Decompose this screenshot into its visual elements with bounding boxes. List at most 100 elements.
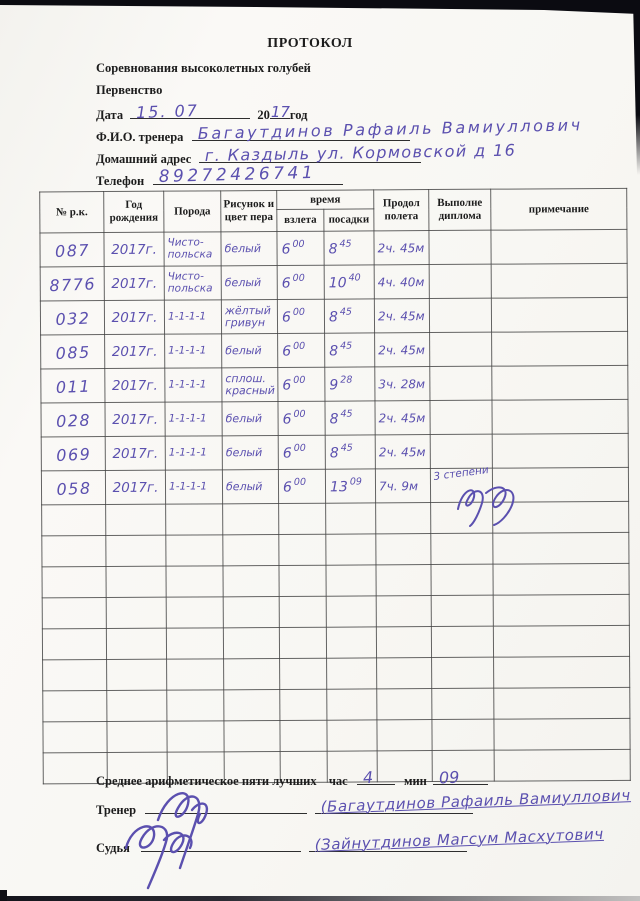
cell-breed: 1-1-1-1 xyxy=(165,435,223,471)
col-header-ring-number: № р.к. xyxy=(39,191,104,233)
cell-birth-year xyxy=(106,659,167,691)
cell-ring-number: 028 xyxy=(40,401,106,439)
table-row-empty xyxy=(42,718,631,753)
cell-breed: Чисто-польска xyxy=(164,265,222,301)
cell-birth-year xyxy=(106,628,167,660)
cell-diploma xyxy=(428,230,492,265)
date-label: Дата xyxy=(96,108,124,122)
cell-birth-year xyxy=(105,504,166,536)
table-row: 087 2017г. Чисто-польска белый 6 00 8 45 2ч. 45м xyxy=(39,229,628,269)
cell-note xyxy=(492,467,629,503)
cell-pattern: белый xyxy=(221,265,278,300)
trainer-signature-field xyxy=(145,799,308,814)
cell-ring-number xyxy=(42,690,107,722)
cell-takeoff-time: 6 00 xyxy=(277,401,326,436)
hour-field: 4 xyxy=(356,768,395,787)
cell-note xyxy=(493,718,631,751)
cell-flight-duration xyxy=(376,688,432,720)
cell-ring-number xyxy=(42,597,107,629)
cell-pattern xyxy=(223,720,281,752)
cell-birth-year xyxy=(105,566,167,598)
address-label: Домашний адрес xyxy=(96,152,192,166)
cell-ring-number xyxy=(41,504,106,536)
hour-label: час xyxy=(328,774,348,788)
col-header-diploma: Выполне диплома xyxy=(428,189,491,231)
cell-landing-time xyxy=(325,502,376,535)
cell-landing-time: 8 45 xyxy=(323,230,375,266)
cell-breed xyxy=(165,534,223,567)
cell-ring-number xyxy=(42,628,107,660)
cell-note xyxy=(492,433,629,469)
cell-birth-year: 2017г. xyxy=(104,334,165,369)
phone-line: Телефон 89272426741 xyxy=(96,163,344,190)
cell-ring-number xyxy=(42,659,107,691)
cell-note xyxy=(493,656,630,689)
cell-landing-time: 8 45 xyxy=(325,434,376,470)
cell-diploma xyxy=(429,366,492,401)
cell-note xyxy=(491,297,628,333)
cell-ring-number: 085 xyxy=(40,333,106,371)
cell-ring-number: 058 xyxy=(40,469,107,507)
cell-pattern: белый xyxy=(222,435,279,470)
cell-birth-year: 2017г. xyxy=(105,470,166,505)
cell-takeoff-time: 6 00 xyxy=(276,231,325,266)
cell-landing-time xyxy=(326,688,377,721)
cell-birth-year xyxy=(106,690,167,722)
cell-landing-time: 8 45 xyxy=(324,298,375,334)
trainer-line: Ф.И.О. тренера Багаутдинов Рафаиль Вамиу… xyxy=(96,115,582,146)
col-header-breed: Порода xyxy=(163,190,221,233)
min-value: 09 xyxy=(438,767,460,788)
address-line: Домашний адрес г. Каздыль ул. Кормовской… xyxy=(96,141,517,168)
cell-takeoff-time: 6 00 xyxy=(277,333,325,368)
cell-ring-number xyxy=(42,721,108,753)
cell-breed: Чисто-польска xyxy=(163,231,222,267)
trainer-signature xyxy=(156,792,209,870)
cell-breed xyxy=(165,503,223,536)
cell-landing-time xyxy=(325,533,376,566)
protocol-table-wrap: № р.к. Год рождения Порода Рисунок и цве… xyxy=(39,188,631,785)
cell-flight-duration: 2ч. 45м xyxy=(374,400,431,435)
cell-flight-duration: 4ч. 40м xyxy=(374,264,430,299)
cell-takeoff-time xyxy=(278,503,326,535)
cell-note xyxy=(492,501,629,534)
cell-breed xyxy=(166,658,224,691)
table-row-empty xyxy=(42,656,630,691)
cell-breed xyxy=(166,689,224,722)
col-header-birth-year: Год рождения xyxy=(103,191,164,233)
cell-pattern: жёлтый гривун xyxy=(221,299,278,334)
cell-landing-time: 13 09 xyxy=(325,468,376,504)
table-row: 032 2017г. 1-1-1-1 жёлтый гривун 6 00 8 45 2ч. 45… xyxy=(39,297,628,337)
cell-pattern: белый xyxy=(220,231,278,266)
min-field: 09 xyxy=(432,767,488,788)
cell-diploma xyxy=(431,688,494,720)
cell-note xyxy=(492,563,630,596)
address-value: г. Каздыль ул. Кормовской д 16 xyxy=(205,140,517,165)
cell-flight-duration: 2ч. 45м xyxy=(375,434,431,469)
cell-ring-number: 032 xyxy=(39,299,106,337)
cell-birth-year: 2017г. xyxy=(103,232,165,267)
cell-flight-duration: 2ч. 45м xyxy=(373,230,430,265)
cell-pattern: сплош. красный xyxy=(221,367,278,402)
table-row: 011 2017г. 1-1-1-1 сплош. красный 6 00 9 28 3ч. 2… xyxy=(40,365,628,405)
footer-trainer-label: Тренер xyxy=(96,803,137,817)
cell-takeoff-time: 6 00 xyxy=(277,367,325,402)
cell-diploma xyxy=(429,264,492,299)
phone-value: 89272426741 xyxy=(158,162,317,187)
table-row: 069 2017г. 1-1-1-1 белый 6 00 8 45 2ч. 45м xyxy=(40,433,629,473)
cell-landing-time: 8 45 xyxy=(324,400,376,436)
cell-landing-time xyxy=(325,564,377,597)
judge-signature-field xyxy=(141,837,301,852)
cell-flight-duration xyxy=(376,657,432,689)
cell-note xyxy=(490,229,628,265)
cell-flight-duration: 7ч. 9м xyxy=(375,468,431,503)
table-row: 058 2017г. 1-1-1-1 белый 6 00 13 09 7ч. 9м 3 степ… xyxy=(40,464,629,507)
col-header-takeoff: взлета xyxy=(276,209,324,232)
judge-signature-line: Судья (Зайнутдинов Магсум Масхутович xyxy=(96,825,604,856)
cell-ring-number xyxy=(41,535,106,567)
col-header-duration: Продол полета xyxy=(373,189,429,231)
cell-birth-year: 2017г. xyxy=(104,402,166,437)
protocol-table: № р.к. Год рождения Порода Рисунок и цве… xyxy=(39,188,631,785)
col-header-time: время xyxy=(276,189,374,210)
cell-flight-duration xyxy=(376,719,433,751)
